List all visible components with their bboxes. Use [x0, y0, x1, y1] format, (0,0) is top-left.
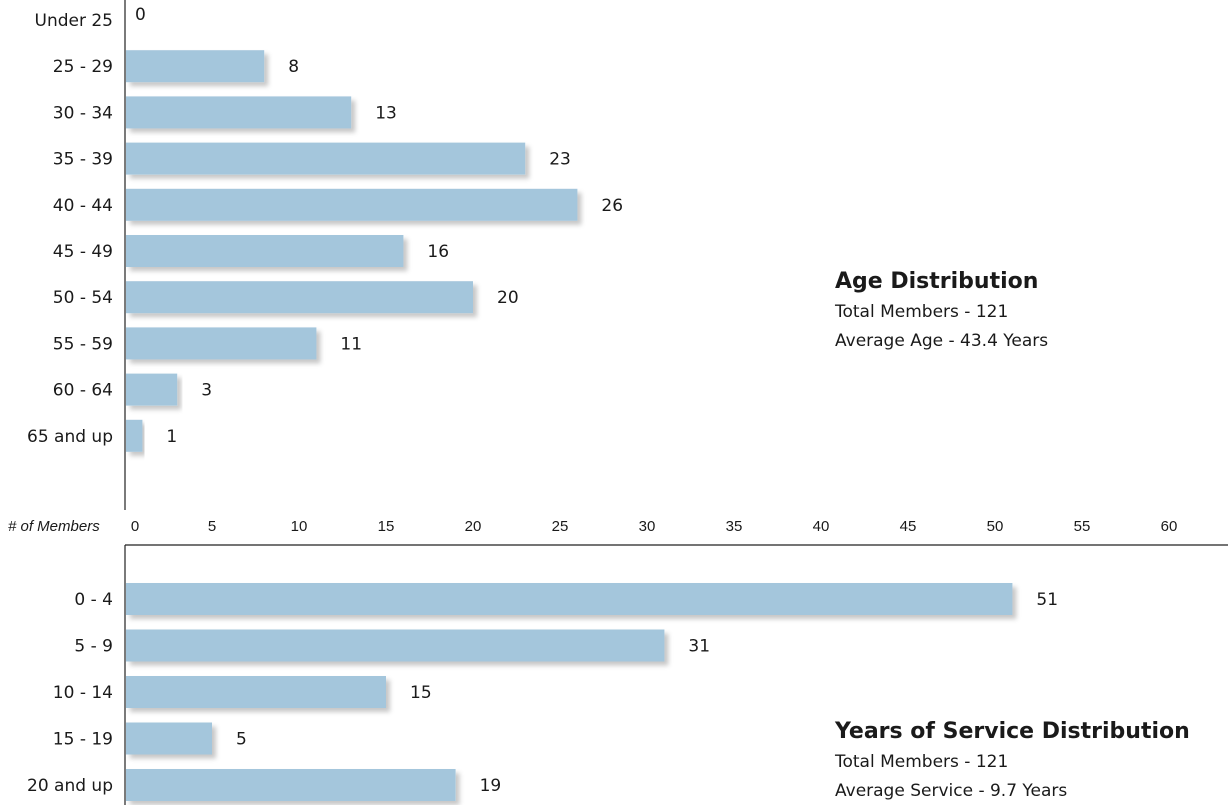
category-label: 35 - 39	[53, 150, 113, 170]
bar	[126, 419, 143, 452]
bar	[126, 676, 386, 708]
bar	[126, 50, 265, 83]
chart-subtitle: Total Members - 121	[834, 302, 1008, 322]
chart-title: Years of Service Distribution	[834, 719, 1190, 744]
x-tick-label: 60	[1161, 518, 1178, 535]
value-label: 15	[410, 683, 432, 703]
x-tick-label: 30	[639, 518, 656, 535]
category-label: 45 - 49	[53, 242, 113, 262]
bar	[126, 96, 352, 129]
value-label: 13	[375, 103, 397, 123]
value-label: 11	[340, 334, 362, 354]
value-label: 51	[1036, 590, 1058, 610]
category-label: 60 - 64	[53, 381, 113, 401]
x-tick-label: 55	[1074, 518, 1091, 535]
bar	[126, 327, 317, 360]
value-label: 19	[480, 776, 502, 796]
bar	[126, 373, 178, 406]
category-label: 55 - 59	[53, 334, 113, 354]
value-label: 8	[288, 57, 299, 77]
bar	[126, 235, 404, 267]
bar	[126, 142, 526, 175]
bar	[126, 281, 473, 314]
category-label: 20 and up	[27, 776, 113, 796]
bar	[126, 583, 1013, 615]
category-label: 5 - 9	[74, 637, 113, 657]
chart-subtitle: Average Age - 43.4 Years	[835, 331, 1048, 351]
value-label: 5	[236, 730, 247, 750]
value-label: 3	[201, 381, 212, 401]
bar	[126, 769, 456, 801]
x-tick-label: 45	[900, 518, 917, 535]
value-label: 16	[427, 242, 449, 262]
category-label: 30 - 34	[53, 103, 113, 123]
bar	[126, 629, 665, 662]
x-tick-label: 40	[813, 518, 830, 535]
chart-subtitle: Total Members - 121	[834, 752, 1008, 772]
x-tick-label: 15	[378, 518, 395, 535]
value-label: 20	[497, 288, 519, 308]
category-label: 0 - 4	[74, 590, 113, 610]
category-label: 25 - 29	[53, 57, 113, 77]
x-tick-label: 20	[465, 518, 482, 535]
value-label: 1	[166, 427, 177, 447]
bar	[126, 722, 212, 755]
x-tick-label: 35	[726, 518, 743, 535]
value-label: 31	[688, 637, 710, 657]
category-label: 40 - 44	[53, 196, 113, 216]
category-label: 10 - 14	[53, 683, 113, 703]
category-label: Under 25	[35, 11, 114, 31]
category-label: 15 - 19	[53, 730, 113, 750]
x-tick-label: 0	[131, 518, 139, 535]
category-label: 65 and up	[27, 427, 113, 447]
x-axis-title: # of Members	[8, 518, 100, 535]
x-tick-label: 25	[552, 518, 569, 535]
category-label: 50 - 54	[53, 288, 113, 308]
value-label: 26	[601, 196, 623, 216]
bar	[126, 188, 578, 221]
x-tick-label: 50	[987, 518, 1004, 535]
value-label: 23	[549, 150, 571, 170]
chart-title: Age Distribution	[835, 269, 1038, 294]
x-tick-label: 5	[208, 518, 216, 535]
chart-subtitle: Average Service - 9.7 Years	[835, 781, 1067, 801]
value-label: 0	[135, 5, 146, 25]
x-tick-label: 10	[291, 518, 308, 535]
